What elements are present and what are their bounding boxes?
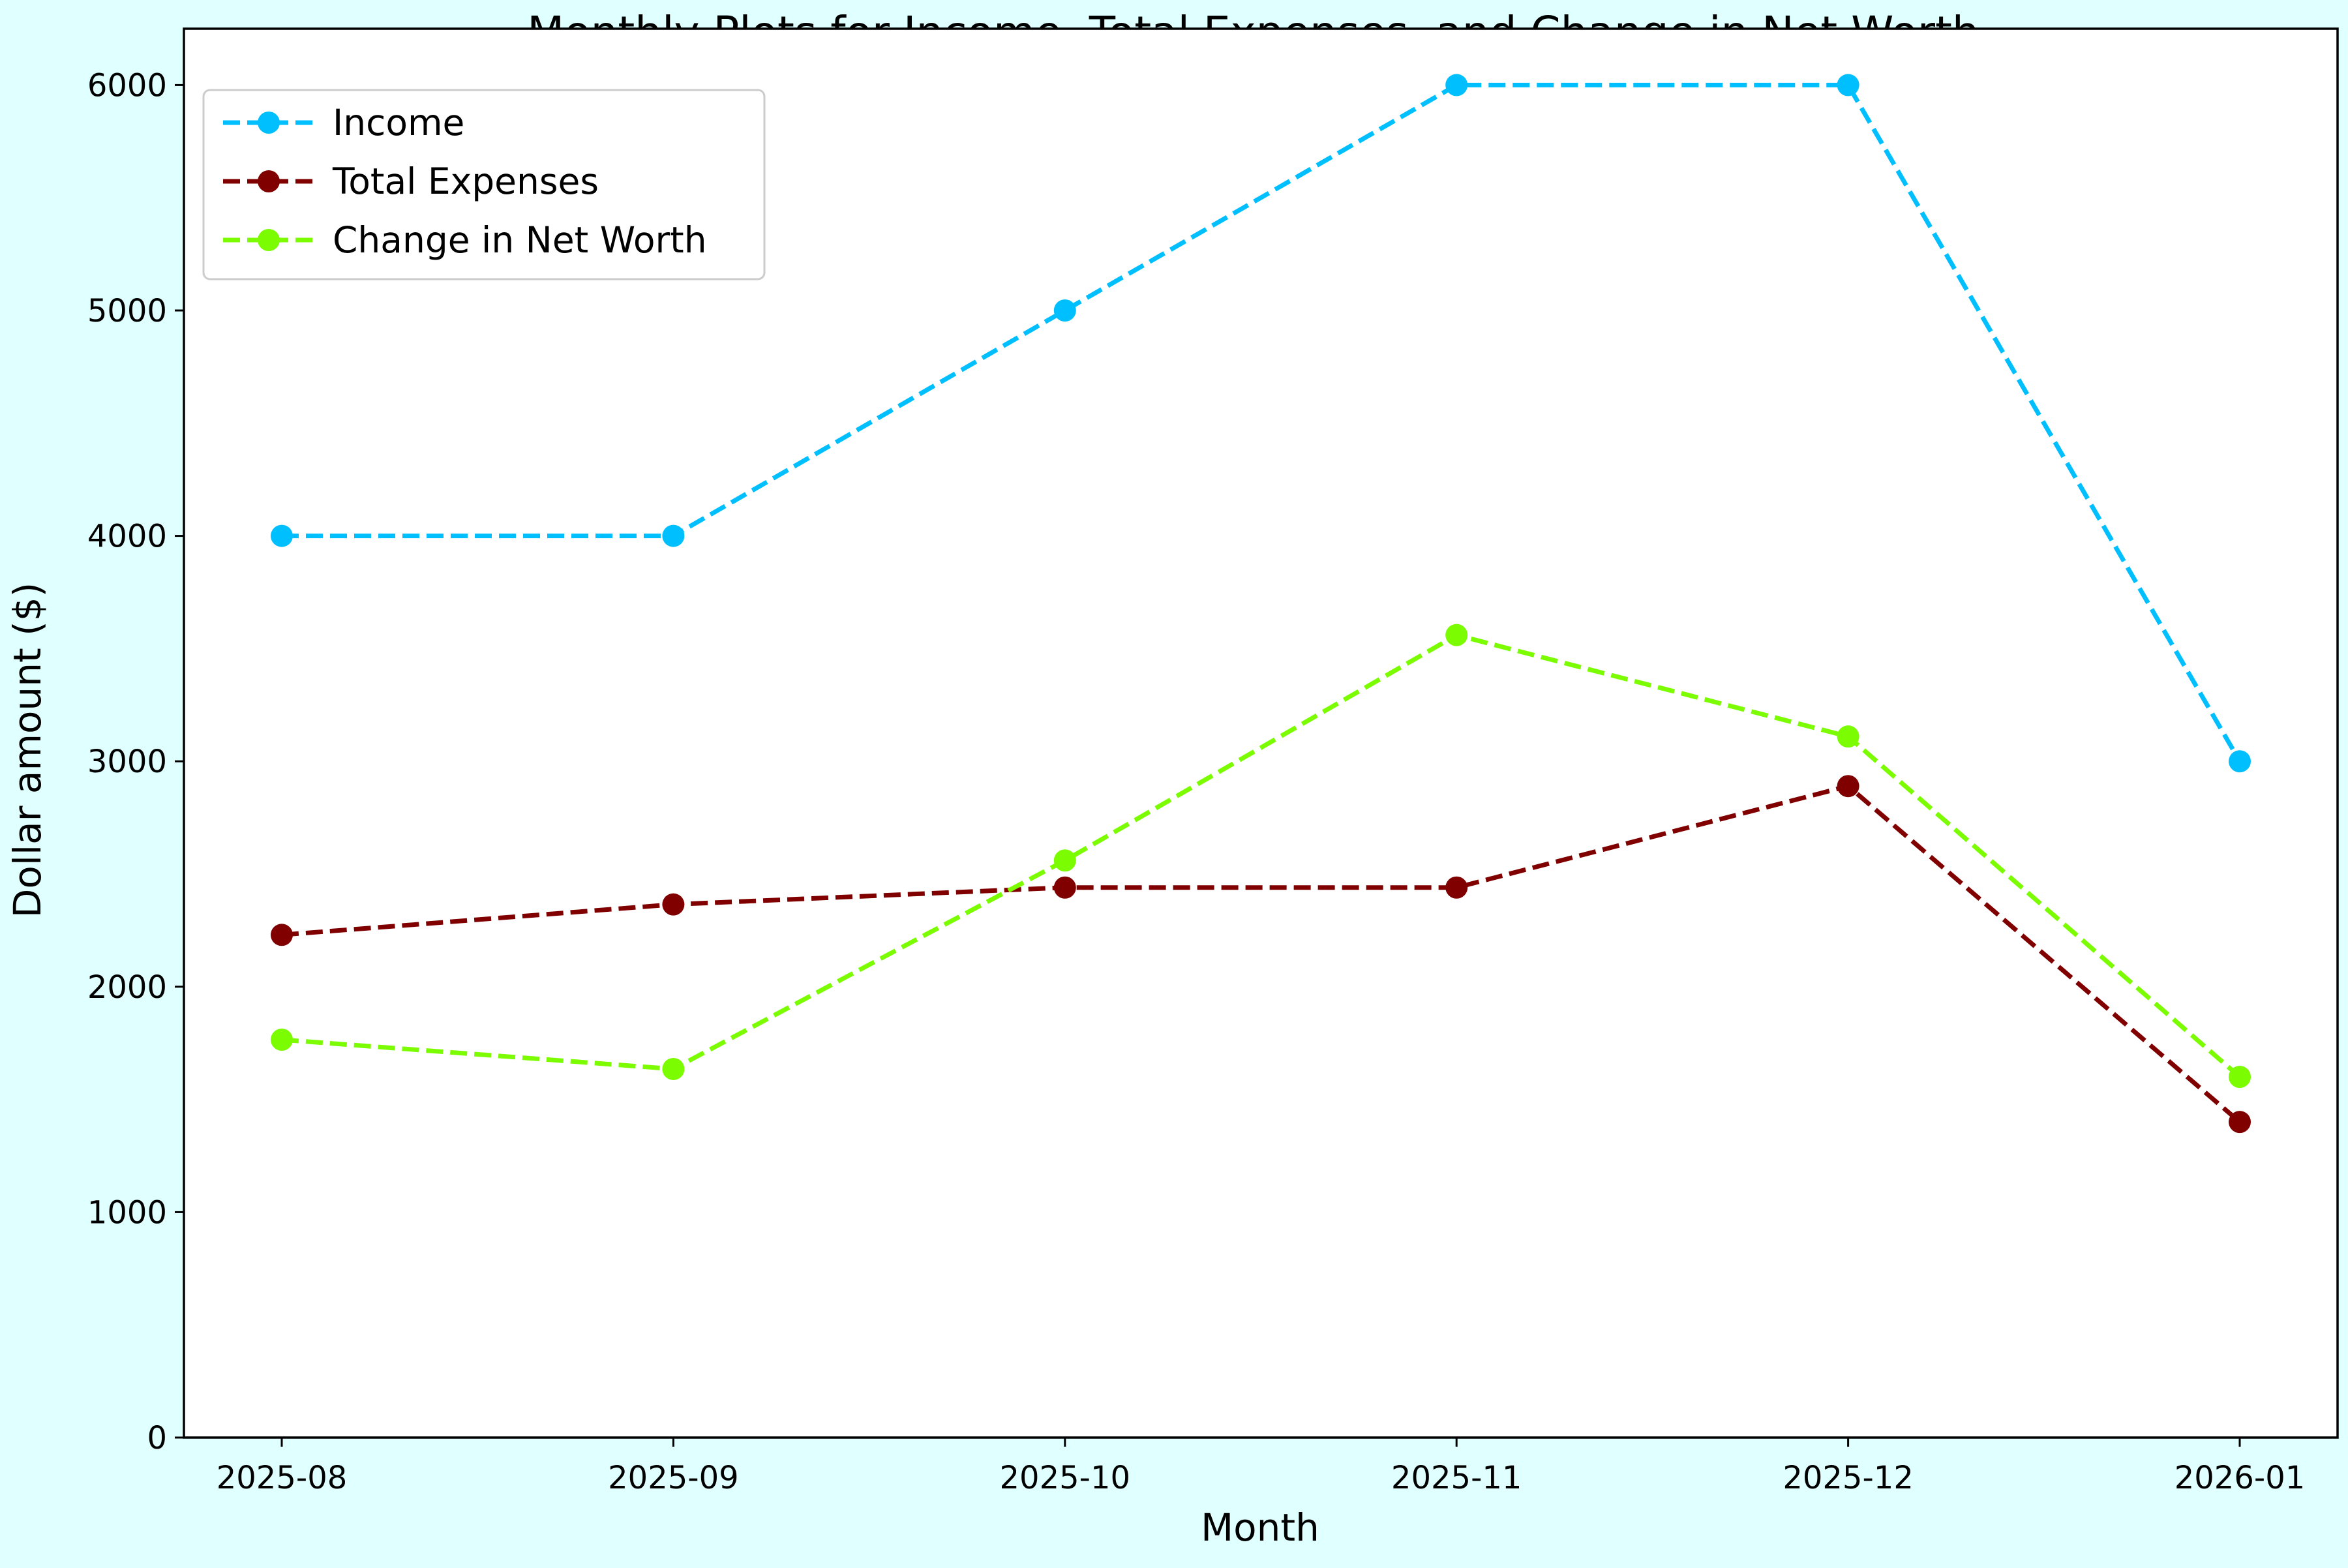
data-point-change-in-net-worth xyxy=(1445,624,1468,646)
data-point-change-in-net-worth xyxy=(662,1057,685,1080)
data-point-income xyxy=(662,524,685,547)
x-tick-label: 2025-11 xyxy=(1391,1460,1522,1496)
data-point-income xyxy=(1837,74,1859,97)
legend-marker-total-expenses xyxy=(258,170,280,192)
y-tick-label: 4000 xyxy=(87,519,167,555)
legend: Income Total Expenses Change in Net Worth xyxy=(202,89,766,280)
x-tick-label: 2025-08 xyxy=(217,1460,348,1496)
y-tick-label: 6000 xyxy=(87,67,167,104)
data-point-total-expenses xyxy=(271,924,293,946)
legend-label-total-expenses: Total Expenses xyxy=(332,160,599,202)
x-tick-label: 2025-09 xyxy=(608,1460,739,1496)
data-point-total-expenses xyxy=(1053,876,1076,899)
data-point-change-in-net-worth xyxy=(1837,725,1859,748)
data-point-income xyxy=(1445,74,1468,97)
data-point-total-expenses xyxy=(1837,775,1859,798)
y-tick-label: 3000 xyxy=(87,744,167,780)
series-line-income xyxy=(282,82,2242,762)
y-axis-label: Dollar amount ($) xyxy=(5,582,50,918)
y-tick-label: 0 xyxy=(147,1420,167,1456)
y-tick-label: 2000 xyxy=(87,969,167,1006)
data-point-change-in-net-worth xyxy=(2229,1066,2251,1089)
x-tick-label: 2025-12 xyxy=(1783,1460,1914,1496)
x-axis-label: Month xyxy=(1201,1505,1319,1550)
y-tick-label: 1000 xyxy=(87,1194,167,1231)
data-point-income xyxy=(2229,750,2251,773)
data-point-change-in-net-worth xyxy=(271,1029,293,1051)
plot-area-group: 0 1000 2000 3000 4000 5000 6000 2025-08 2025-09 2… xyxy=(87,27,2339,1496)
data-point-total-expenses xyxy=(1445,876,1468,899)
data-point-income xyxy=(271,524,293,547)
y-tick-label: 5000 xyxy=(87,293,167,329)
legend-label-change-in-net-worth: Change in Net Worth xyxy=(333,219,707,261)
legend-marker-change-in-net-worth xyxy=(258,229,280,251)
x-tick-label: 2025-10 xyxy=(1000,1460,1131,1496)
series-line-total-expenses xyxy=(281,783,2242,1124)
legend-label-income: Income xyxy=(333,102,464,143)
data-point-total-expenses xyxy=(2229,1111,2251,1134)
data-point-income xyxy=(1053,299,1076,322)
data-point-total-expenses xyxy=(662,893,685,916)
data-point-change-in-net-worth xyxy=(1053,849,1076,872)
plot-frame xyxy=(183,27,2339,1439)
legend-box xyxy=(202,89,766,280)
x-tick-label: 2026-01 xyxy=(2175,1460,2306,1496)
series-line-change-in-net-worth xyxy=(281,633,2242,1079)
legend-marker-income xyxy=(258,112,280,134)
